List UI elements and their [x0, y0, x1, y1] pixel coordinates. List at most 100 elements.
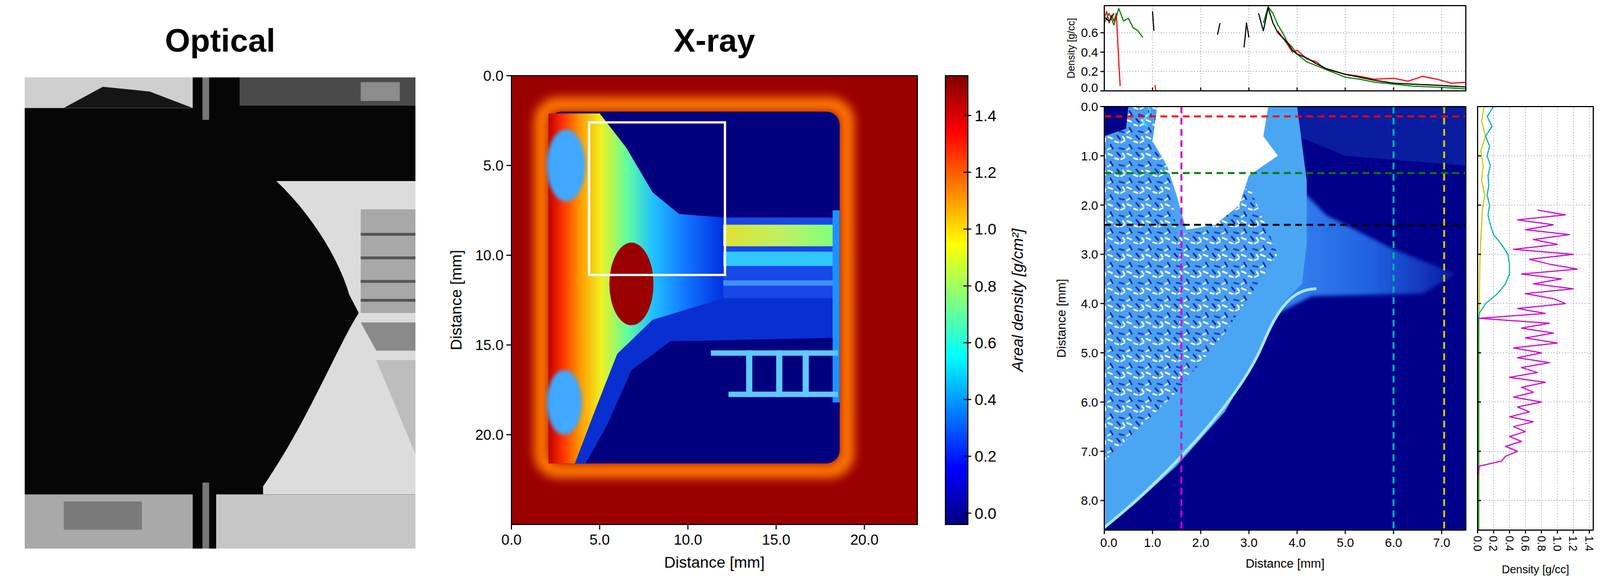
grid-line — [1200, 5, 1201, 91]
grid-line — [1477, 204, 1594, 206]
line-series — [1104, 11, 1466, 91]
y-tick-label: 5.0 — [483, 157, 504, 175]
plot-frame — [1477, 106, 1594, 531]
lineout-marker — [1180, 106, 1183, 531]
image-region — [776, 350, 783, 398]
photo-region — [259, 167, 359, 493]
series-group — [1477, 106, 1578, 531]
y-tick — [1477, 352, 1481, 354]
panel-title: X-ray — [673, 21, 756, 59]
x-tick — [1344, 87, 1346, 91]
y-tick — [1100, 451, 1105, 453]
x-tick-label: 4.0 — [1288, 536, 1306, 551]
colorbar-tick — [963, 455, 972, 457]
colorbar-tick-label: 0.8 — [974, 277, 997, 296]
x-tick-label: 3.0 — [1240, 536, 1258, 551]
grid-line — [1104, 51, 1466, 53]
lineout-marker — [1104, 224, 1466, 227]
y-tick-label: 0.6 — [1080, 25, 1099, 40]
image-region — [710, 350, 838, 357]
y-tick-label: 10.0 — [474, 247, 504, 264]
colorbar-tick — [963, 115, 972, 117]
colorbar-tick — [963, 228, 972, 230]
x-tick-label: 1.2 — [1566, 536, 1580, 552]
x-tick — [1392, 530, 1394, 535]
y-tick — [506, 165, 512, 167]
x-tick — [1248, 530, 1250, 535]
y-tick-label: 1.0 — [1080, 149, 1099, 164]
x-tick-label: 0.0 — [501, 531, 522, 549]
photo-region — [24, 77, 416, 550]
image-region — [546, 370, 583, 436]
colorbar-tick-label: 0.6 — [974, 334, 997, 352]
shock-front — [1104, 289, 1317, 529]
image-region — [723, 280, 835, 287]
photo-region — [202, 482, 210, 550]
series-group — [1104, 6, 1466, 91]
x-tick — [1541, 530, 1543, 534]
x-tick — [1441, 530, 1443, 535]
colorbar — [945, 75, 968, 525]
grid-line — [1477, 352, 1594, 354]
y-tick-label: 2.0 — [1080, 198, 1099, 213]
photo-region — [24, 77, 193, 109]
x-tick-label: 0.0 — [1100, 536, 1118, 551]
panel-title: Optical — [165, 21, 276, 59]
grid-line — [1477, 254, 1594, 255]
grid-line — [1509, 106, 1510, 531]
x-tick — [1524, 530, 1526, 534]
colorbar-tick-label: 0.2 — [974, 448, 997, 466]
photo-region — [360, 232, 416, 236]
x-tick-label: 6.0 — [1384, 536, 1403, 551]
colorbar-title: Areal density [g/cm²] — [1008, 227, 1027, 373]
plot-frame — [1104, 106, 1466, 531]
photo-region — [360, 209, 416, 314]
image-region — [802, 350, 809, 398]
x-tick — [1152, 530, 1154, 535]
lineout-marker — [1443, 106, 1446, 531]
image-region — [1152, 106, 1278, 230]
image-region — [1104, 106, 1278, 462]
x-tick-label: 7.0 — [1433, 536, 1451, 551]
y-tick — [506, 344, 512, 346]
y-tick — [1100, 155, 1105, 157]
colorbar-tick-label: 1.2 — [974, 163, 997, 182]
x-tick — [1200, 530, 1202, 535]
y-tick — [1477, 451, 1481, 453]
x-axis-title: Distance [mm] — [664, 554, 765, 572]
x-tick-label: 20.0 — [849, 531, 879, 549]
photo-region — [376, 360, 416, 455]
grid-line — [1104, 71, 1466, 72]
y-tick — [1100, 90, 1105, 92]
image-region — [723, 217, 835, 299]
y-tick — [1100, 204, 1105, 207]
colorbar-tick-label: 0.4 — [974, 391, 997, 409]
grid-line — [1477, 155, 1594, 157]
grid-line — [1441, 5, 1443, 91]
photo-region — [202, 77, 210, 121]
y-tick — [1100, 253, 1105, 255]
y-tick-label: 20.0 — [474, 426, 504, 444]
y-tick-label: 15.0 — [474, 336, 504, 354]
x-tick-label: 0.8 — [1535, 536, 1548, 552]
x-tick-label: 1.0 — [1144, 536, 1162, 551]
plot-bg — [1477, 106, 1594, 531]
grid-line — [1573, 106, 1574, 531]
x-axis-title: Distance [mm] — [1245, 556, 1325, 571]
y-tick — [1477, 155, 1481, 157]
grid-line — [1541, 106, 1542, 531]
line-series — [1104, 6, 1466, 90]
image-region — [548, 111, 840, 464]
colorbar-tick — [963, 399, 972, 401]
photo-region — [216, 494, 416, 550]
photo-region — [24, 494, 193, 550]
y-axis-title: Density [g/cc] — [1065, 17, 1077, 79]
plot-frame — [511, 75, 918, 525]
y-tick-label: 3.0 — [1080, 247, 1099, 262]
figure: OpticalX-ray0.05.010.015.020.00.05.010.0… — [0, 0, 1600, 580]
image-region — [1104, 106, 1129, 137]
y-tick — [1100, 32, 1105, 34]
x-tick — [1509, 530, 1511, 534]
grid-line — [1477, 401, 1594, 403]
grid-line — [1477, 303, 1594, 305]
